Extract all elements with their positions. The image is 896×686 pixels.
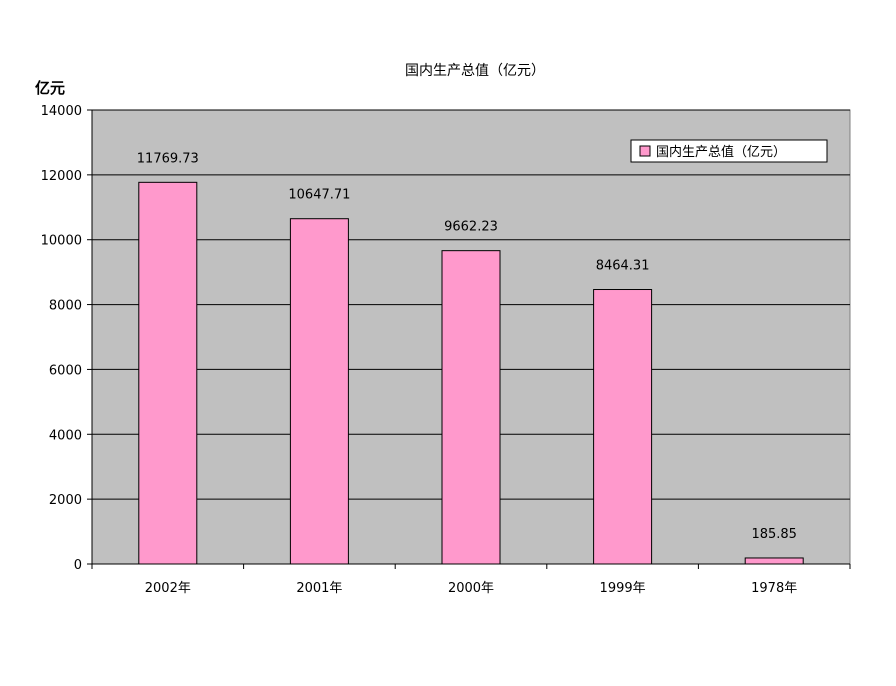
bar-data-label: 11769.73 (137, 151, 199, 166)
x-tick-label: 1978年 (751, 581, 797, 596)
bar-data-label: 9662.23 (444, 220, 498, 235)
legend-label: 国内生产总值（亿元） (656, 144, 786, 160)
bar-data-label: 8464.31 (596, 259, 650, 274)
legend-swatch (639, 145, 651, 157)
gridlines (92, 109, 850, 500)
bar-data-label: 10647.71 (288, 188, 350, 203)
bar (744, 557, 804, 565)
y-axis-ticks: 0 2000 4000 6000 8000 10000 12000 14000 (41, 104, 92, 573)
x-tick-label: 2000年 (448, 581, 494, 596)
y-tick-label: 10000 (41, 234, 82, 249)
y-tick-label: 2000 (49, 493, 82, 508)
y-axis-unit-label: 亿元 (35, 79, 65, 97)
bar (593, 289, 653, 565)
bars (138, 181, 804, 565)
data-labels: 11769.73 10647.71 9662.23 8464.31 185.85 (137, 151, 797, 542)
bar (289, 218, 349, 565)
x-tick-label: 2001年 (296, 581, 342, 596)
bar (441, 250, 501, 565)
x-tick-label: 2002年 (145, 581, 191, 596)
legend-box (630, 139, 828, 163)
bar-data-label: 185.85 (751, 527, 797, 542)
y-tick-label: 4000 (49, 428, 82, 443)
y-tick-label: 12000 (41, 169, 82, 184)
x-axis-ticks: 2002年 2001年 2000年 1999年 1978年 (91, 564, 851, 596)
legend: 国内生产总值（亿元） (630, 139, 828, 163)
y-tick-label: 14000 (41, 104, 82, 119)
y-tick-label: 8000 (49, 299, 82, 314)
x-tick-label: 1999年 (600, 581, 646, 596)
chart-title: 国内生产总值（亿元） (405, 63, 545, 79)
bar (138, 181, 198, 565)
y-tick-label: 0 (74, 558, 82, 573)
y-tick-label: 6000 (49, 363, 82, 378)
